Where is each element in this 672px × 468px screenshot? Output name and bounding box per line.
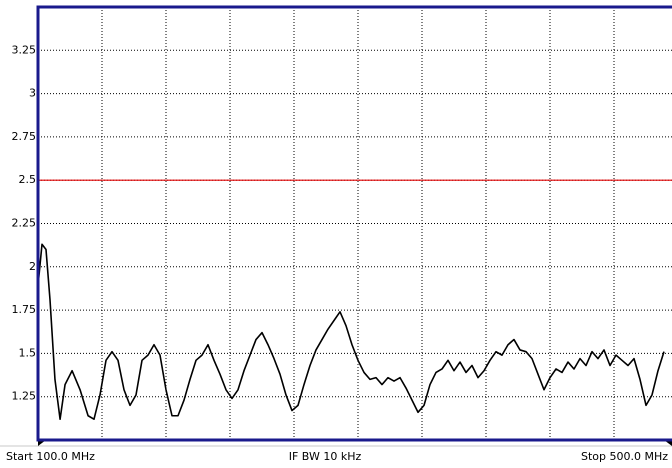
y-tick-label: 3.25 — [12, 43, 37, 56]
trace — [38, 243, 665, 421]
y-tick-label: 1.75 — [12, 303, 37, 316]
y-tick-label: 3 — [29, 87, 36, 100]
y-tick-label: 1.5 — [19, 346, 37, 359]
plot-area — [38, 7, 672, 440]
y-tick-label: 2 — [29, 260, 36, 273]
footer-right: Stop 500.0 MHz — [581, 450, 668, 463]
y-tick-label: 2.25 — [12, 217, 37, 230]
y-tick-label: 2.75 — [12, 130, 37, 143]
y-tick-label: 1.25 — [12, 390, 37, 403]
y-tick-label: 2.5 — [19, 173, 37, 186]
plot-frame — [36, 5, 672, 442]
footer-center: IF BW 10 kHz — [289, 450, 362, 463]
axes: 1.25 1.5 1.75 2 2.25 2.5 2.75 3 3.25 — [12, 5, 672, 442]
footer-left: Start 100.0 MHz — [6, 450, 95, 463]
